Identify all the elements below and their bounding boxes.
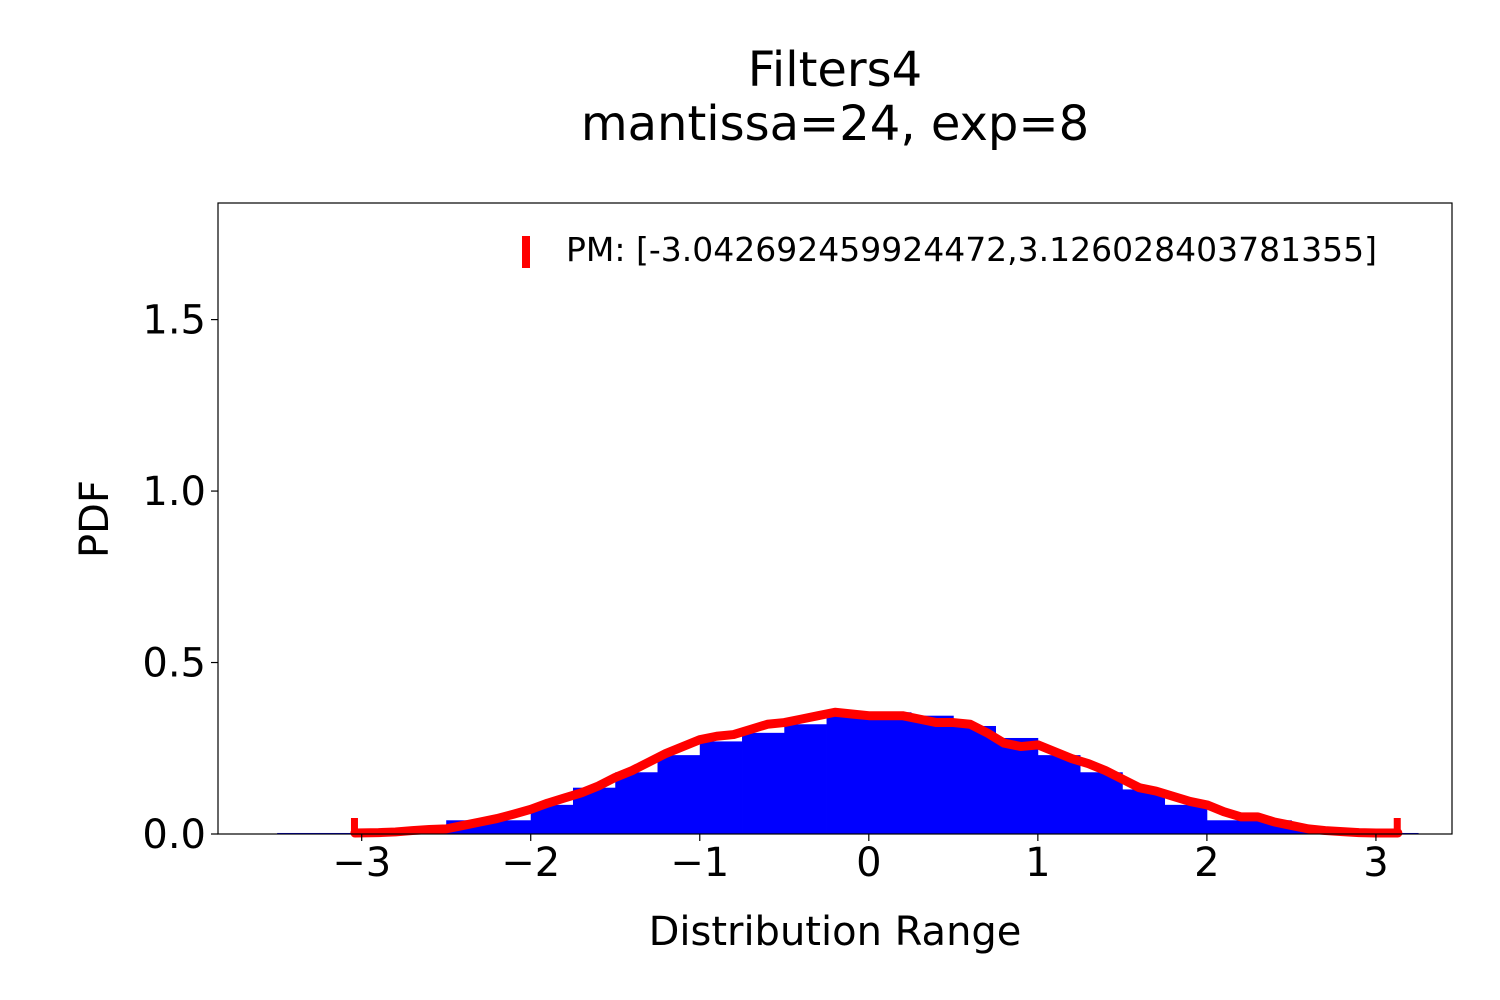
x-axis-ticks: −3 −2 −1 0 1 2 3 <box>332 834 1389 886</box>
y-axis-ticks: 0.0 0.5 1.0 1.5 <box>142 298 218 858</box>
range-markers <box>350 818 1401 834</box>
legend: PM: [-3.042692459924472,3.12602840378135… <box>522 230 1377 269</box>
histogram-bar <box>657 755 701 835</box>
histogram-bar <box>1164 804 1208 834</box>
y-tick-label: 1.5 <box>142 298 206 344</box>
histogram-bar <box>1206 820 1250 834</box>
legend-label: PM: [-3.042692459924472,3.12602840378135… <box>566 230 1377 269</box>
x-tick-label: −3 <box>332 840 391 886</box>
legend-swatch <box>522 236 530 268</box>
histogram-bar <box>1037 755 1081 835</box>
x-tick-label: 3 <box>1363 840 1388 886</box>
x-tick-label: 2 <box>1194 840 1219 886</box>
chart-title: Filters4 <box>748 42 922 98</box>
x-tick-label: 0 <box>856 840 881 886</box>
histogram-bar <box>615 772 658 834</box>
x-tick-label: 1 <box>1025 840 1050 886</box>
x-axis-label: Distribution Range <box>649 909 1022 955</box>
histogram-bar <box>868 712 912 834</box>
y-tick-label: 1.0 <box>142 469 206 515</box>
histogram-bar <box>826 715 870 834</box>
histogram-bar <box>742 732 785 834</box>
histogram-bar <box>995 737 1039 834</box>
x-tick-label: −2 <box>501 840 560 886</box>
chart-subtitle: mantissa=24, exp=8 <box>581 96 1089 152</box>
histogram-bar <box>911 715 954 834</box>
histogram-bar <box>1080 772 1123 834</box>
histogram-bars <box>277 712 1419 835</box>
histogram-bar <box>1122 789 1166 834</box>
plot-area-frame <box>217 202 1453 835</box>
y-axis-label: PDF <box>72 480 118 558</box>
histogram-bar <box>953 725 996 834</box>
x-tick-label: −1 <box>670 840 729 886</box>
histogram-bar <box>488 820 532 834</box>
y-tick-label: 0.5 <box>142 641 206 687</box>
pdf-curve-layer <box>350 707 1403 838</box>
y-tick-label: 0.0 <box>142 812 206 858</box>
histogram-bar <box>784 724 827 834</box>
pdf-curve <box>350 707 1403 838</box>
histogram-bar <box>699 741 743 834</box>
